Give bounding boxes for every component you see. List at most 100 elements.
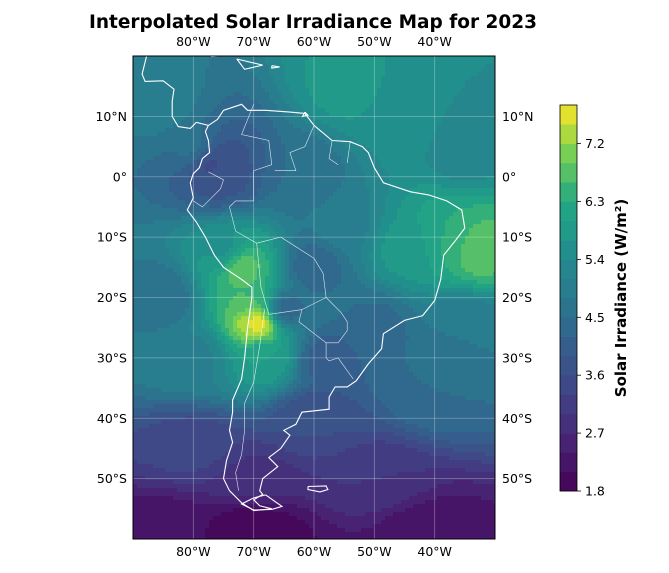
field-cell bbox=[329, 208, 334, 213]
field-cell bbox=[385, 232, 390, 237]
field-cell bbox=[165, 84, 170, 89]
field-cell bbox=[401, 232, 406, 237]
field-cell bbox=[205, 244, 210, 249]
field-cell bbox=[213, 108, 218, 113]
field-cell bbox=[193, 76, 198, 81]
field-cell bbox=[417, 120, 422, 125]
field-cell bbox=[301, 84, 306, 89]
field-cell bbox=[221, 96, 226, 101]
field-cell bbox=[301, 148, 306, 153]
field-cell bbox=[369, 156, 374, 161]
field-cell bbox=[241, 204, 246, 209]
field-cell bbox=[353, 220, 358, 225]
field-cell bbox=[405, 216, 410, 221]
field-cell bbox=[365, 64, 370, 69]
field-cell bbox=[297, 64, 302, 69]
field-cell bbox=[425, 60, 430, 65]
field-cell bbox=[449, 212, 454, 217]
field-cell bbox=[265, 220, 270, 225]
field-cell bbox=[285, 256, 290, 261]
field-cell bbox=[329, 204, 334, 209]
field-cell bbox=[413, 196, 418, 201]
field-cell bbox=[261, 164, 266, 169]
field-cell bbox=[241, 272, 246, 277]
field-cell bbox=[249, 172, 254, 177]
field-cell bbox=[229, 156, 234, 161]
field-cell bbox=[413, 248, 418, 253]
field-cell bbox=[381, 100, 386, 105]
field-cell bbox=[289, 248, 294, 253]
field-cell bbox=[425, 120, 430, 125]
field-cell bbox=[145, 240, 150, 245]
field-cell bbox=[185, 92, 190, 97]
field-cell bbox=[481, 92, 486, 97]
field-cell bbox=[261, 132, 266, 137]
field-cell bbox=[397, 188, 402, 193]
field-cell bbox=[245, 260, 250, 265]
field-cell bbox=[169, 256, 174, 261]
field-cell bbox=[229, 80, 234, 85]
field-cell bbox=[321, 164, 326, 169]
field-cell bbox=[217, 128, 222, 133]
field-cell bbox=[361, 168, 366, 173]
field-cell bbox=[197, 196, 202, 201]
field-cell bbox=[153, 232, 158, 237]
field-cell bbox=[161, 84, 166, 89]
field-cell bbox=[245, 168, 250, 173]
field-cell bbox=[157, 140, 162, 145]
field-cell bbox=[161, 88, 166, 93]
field-cell bbox=[377, 104, 382, 109]
field-cell bbox=[493, 264, 495, 269]
field-cell bbox=[461, 76, 466, 81]
field-cell bbox=[241, 112, 246, 117]
field-cell bbox=[477, 136, 482, 141]
field-cell bbox=[393, 220, 398, 225]
field-cell bbox=[369, 148, 374, 153]
field-cell bbox=[485, 64, 490, 69]
field-cell bbox=[477, 132, 482, 137]
field-cell bbox=[297, 120, 302, 125]
field-cell bbox=[173, 200, 178, 205]
field-cell bbox=[417, 196, 422, 201]
field-cell bbox=[397, 76, 402, 81]
field-cell bbox=[345, 188, 350, 193]
field-cell bbox=[325, 232, 330, 237]
field-cell bbox=[489, 264, 494, 269]
field-cell bbox=[429, 64, 434, 69]
field-cell bbox=[149, 252, 154, 257]
field-cell bbox=[225, 236, 230, 241]
field-cell bbox=[193, 248, 198, 253]
field-cell bbox=[369, 132, 374, 137]
field-cell bbox=[373, 152, 378, 157]
field-cell bbox=[261, 76, 266, 81]
field-cell bbox=[357, 212, 362, 217]
field-cell bbox=[493, 96, 495, 101]
field-cell bbox=[365, 240, 370, 245]
field-cell bbox=[157, 148, 162, 153]
field-cell bbox=[409, 232, 414, 237]
field-cell bbox=[337, 180, 342, 185]
field-cell bbox=[313, 152, 318, 157]
field-cell bbox=[377, 220, 382, 225]
field-cell bbox=[489, 256, 494, 261]
field-cell bbox=[185, 236, 190, 241]
field-cell bbox=[289, 144, 294, 149]
field-cell bbox=[377, 60, 382, 65]
field-cell bbox=[333, 272, 338, 277]
field-cell bbox=[197, 168, 202, 173]
field-cell bbox=[205, 76, 210, 81]
field-cell bbox=[281, 260, 286, 265]
field-cell bbox=[393, 80, 398, 85]
field-cell bbox=[421, 248, 426, 253]
field-cell bbox=[201, 60, 206, 65]
field-cell bbox=[217, 236, 222, 241]
field-cell bbox=[341, 248, 346, 253]
field-cell bbox=[477, 168, 482, 173]
field-cell bbox=[169, 104, 174, 109]
field-cell bbox=[213, 112, 218, 117]
field-cell bbox=[209, 264, 214, 269]
field-cell bbox=[181, 196, 186, 201]
field-cell bbox=[145, 56, 150, 61]
field-cell bbox=[213, 212, 218, 217]
field-cell bbox=[481, 100, 486, 105]
